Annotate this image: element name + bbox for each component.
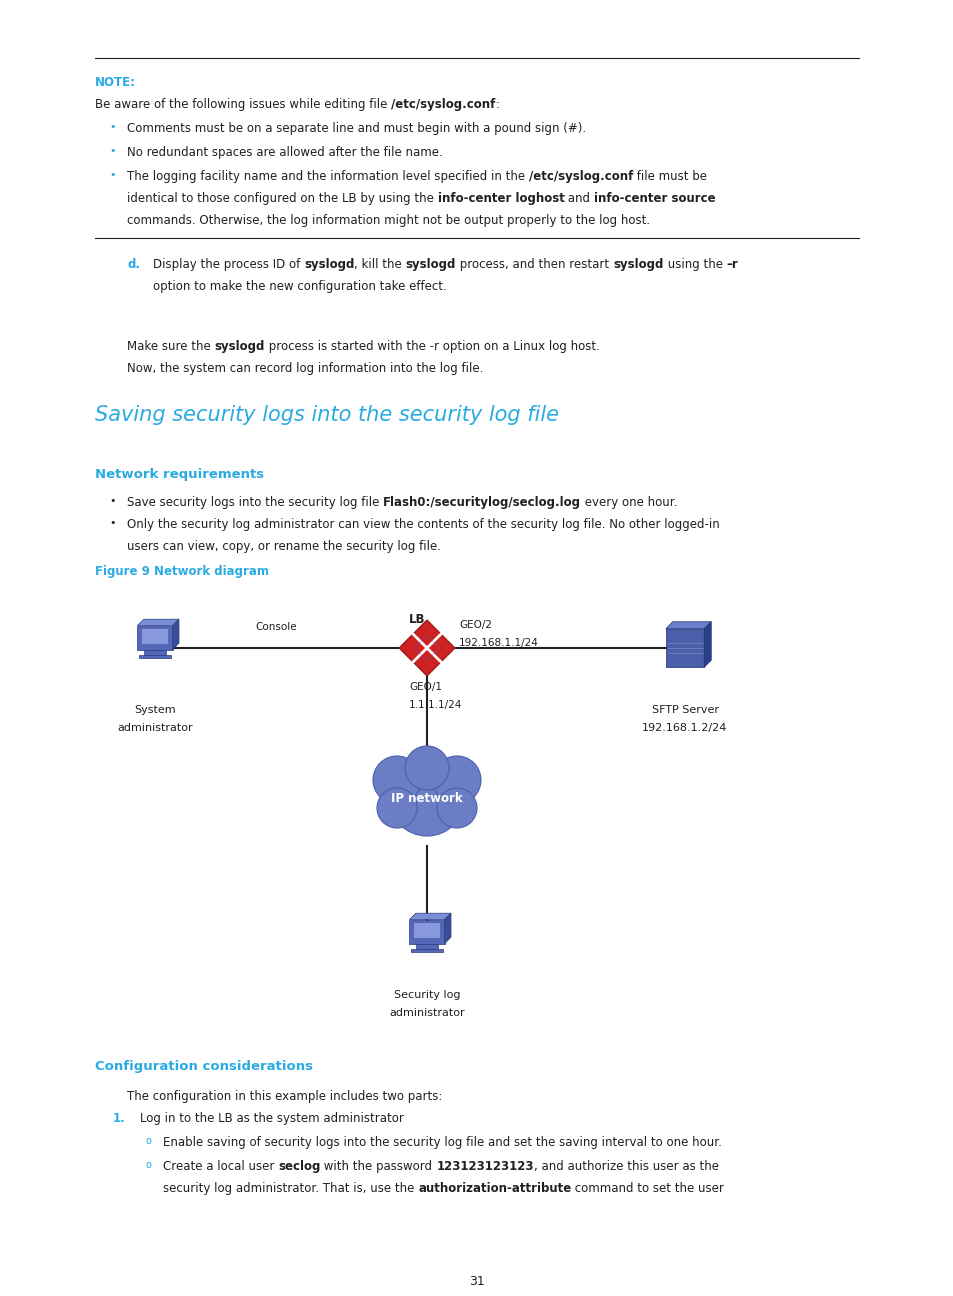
Polygon shape (665, 622, 711, 629)
Text: /etc/syslog.conf: /etc/syslog.conf (528, 170, 633, 183)
Polygon shape (416, 943, 437, 949)
Circle shape (373, 756, 420, 804)
Text: using the: using the (662, 258, 725, 271)
Text: Display the process ID of: Display the process ID of (152, 258, 304, 271)
Polygon shape (398, 619, 455, 677)
Text: administrator: administrator (389, 1008, 464, 1017)
Text: 31: 31 (469, 1275, 484, 1288)
Text: Save security logs into the security log file: Save security logs into the security log… (127, 496, 383, 509)
Polygon shape (172, 619, 179, 649)
Text: option to make the new configuration take effect.: option to make the new configuration tak… (152, 280, 446, 293)
Polygon shape (409, 920, 444, 943)
Text: GEO/1: GEO/1 (409, 682, 441, 692)
Text: Enable saving of security logs into the security log file and set the saving int: Enable saving of security logs into the … (163, 1137, 721, 1150)
Text: Console: Console (254, 622, 296, 632)
Text: users can view, copy, or rename the security log file.: users can view, copy, or rename the secu… (127, 540, 440, 553)
Text: Figure 9 Network diagram: Figure 9 Network diagram (95, 565, 269, 578)
Text: 1.1.1.1/24: 1.1.1.1/24 (409, 700, 462, 710)
Text: every one hour.: every one hour. (580, 496, 677, 509)
Text: The logging facility name and the information level specified in the: The logging facility name and the inform… (127, 170, 528, 183)
Polygon shape (703, 622, 711, 667)
Text: Saving security logs into the security log file: Saving security logs into the security l… (95, 404, 558, 425)
Text: syslogd: syslogd (304, 258, 354, 271)
Text: seclog: seclog (278, 1160, 320, 1173)
Text: Security log: Security log (394, 990, 459, 1001)
Text: •: • (110, 518, 116, 527)
Circle shape (389, 759, 464, 836)
Text: The configuration in this example includes two parts:: The configuration in this example includ… (127, 1090, 442, 1103)
Text: –r: –r (725, 258, 738, 271)
Text: /etc/syslog.conf: /etc/syslog.conf (391, 98, 495, 111)
Text: o: o (145, 1160, 151, 1170)
Polygon shape (414, 923, 440, 938)
Text: •: • (110, 496, 116, 505)
Polygon shape (409, 914, 451, 920)
Text: Configuration considerations: Configuration considerations (95, 1060, 313, 1073)
Text: info-center loghost: info-center loghost (437, 192, 564, 205)
Text: •: • (110, 170, 116, 180)
Text: •: • (110, 146, 116, 156)
Text: :: : (495, 98, 499, 111)
Text: IP network: IP network (391, 792, 462, 805)
Text: 192.168.1.2/24: 192.168.1.2/24 (641, 723, 727, 734)
Text: and: and (564, 192, 594, 205)
Polygon shape (144, 649, 166, 654)
Text: 1.: 1. (112, 1112, 126, 1125)
Text: Log in to the LB as the system administrator: Log in to the LB as the system administr… (140, 1112, 403, 1125)
Text: Flash0:/securitylog/seclog.log: Flash0:/securitylog/seclog.log (383, 496, 580, 509)
Text: with the password: with the password (320, 1160, 436, 1173)
Text: authorization-attribute: authorization-attribute (417, 1182, 571, 1195)
Text: process, and then restart: process, and then restart (456, 258, 613, 271)
Text: NOTE:: NOTE: (95, 76, 136, 89)
Polygon shape (137, 626, 172, 649)
Text: administrator: administrator (117, 723, 193, 734)
Text: info-center source: info-center source (594, 192, 715, 205)
Text: , kill the: , kill the (354, 258, 405, 271)
Circle shape (433, 756, 480, 804)
Text: o: o (145, 1137, 151, 1146)
Polygon shape (141, 629, 169, 644)
Text: 123123123123: 123123123123 (436, 1160, 533, 1173)
Text: commands. Otherwise, the log information might not be output properly to the log: commands. Otherwise, the log information… (127, 214, 649, 227)
Polygon shape (137, 619, 179, 626)
Text: 192.168.1.1/24: 192.168.1.1/24 (458, 638, 538, 648)
Text: syslogd: syslogd (214, 340, 265, 353)
Text: Now, the system can record log information into the log file.: Now, the system can record log informati… (127, 362, 483, 375)
Text: Make sure the: Make sure the (127, 340, 214, 353)
Text: Be aware of the following issues while editing file: Be aware of the following issues while e… (95, 98, 391, 111)
Polygon shape (411, 949, 442, 953)
Text: identical to those configured on the LB by using the: identical to those configured on the LB … (127, 192, 437, 205)
Text: file must be: file must be (633, 170, 706, 183)
Polygon shape (139, 654, 171, 658)
Text: security log administrator. That is, use the: security log administrator. That is, use… (163, 1182, 417, 1195)
Text: LB: LB (409, 613, 425, 626)
Circle shape (376, 788, 416, 828)
Text: , and authorize this user as the: , and authorize this user as the (533, 1160, 718, 1173)
Text: syslogd: syslogd (613, 258, 662, 271)
Text: Only the security log administrator can view the contents of the security log fi: Only the security log administrator can … (127, 518, 719, 531)
Text: Network requirements: Network requirements (95, 468, 264, 481)
Circle shape (405, 746, 449, 791)
Text: Comments must be on a separate line and must begin with a pound sign (#).: Comments must be on a separate line and … (127, 122, 585, 135)
Text: SFTP Server: SFTP Server (651, 705, 718, 715)
Text: •: • (110, 122, 116, 132)
Polygon shape (444, 914, 451, 943)
Text: System: System (134, 705, 175, 715)
Circle shape (436, 788, 476, 828)
Text: command to set the user: command to set the user (571, 1182, 723, 1195)
Text: GEO/2: GEO/2 (458, 619, 492, 630)
Text: syslogd: syslogd (405, 258, 456, 271)
Text: No redundant spaces are allowed after the file name.: No redundant spaces are allowed after th… (127, 146, 442, 159)
Text: process is started with the -r option on a Linux log host.: process is started with the -r option on… (265, 340, 599, 353)
Polygon shape (665, 629, 703, 667)
Text: d.: d. (127, 258, 140, 271)
Text: Create a local user: Create a local user (163, 1160, 278, 1173)
